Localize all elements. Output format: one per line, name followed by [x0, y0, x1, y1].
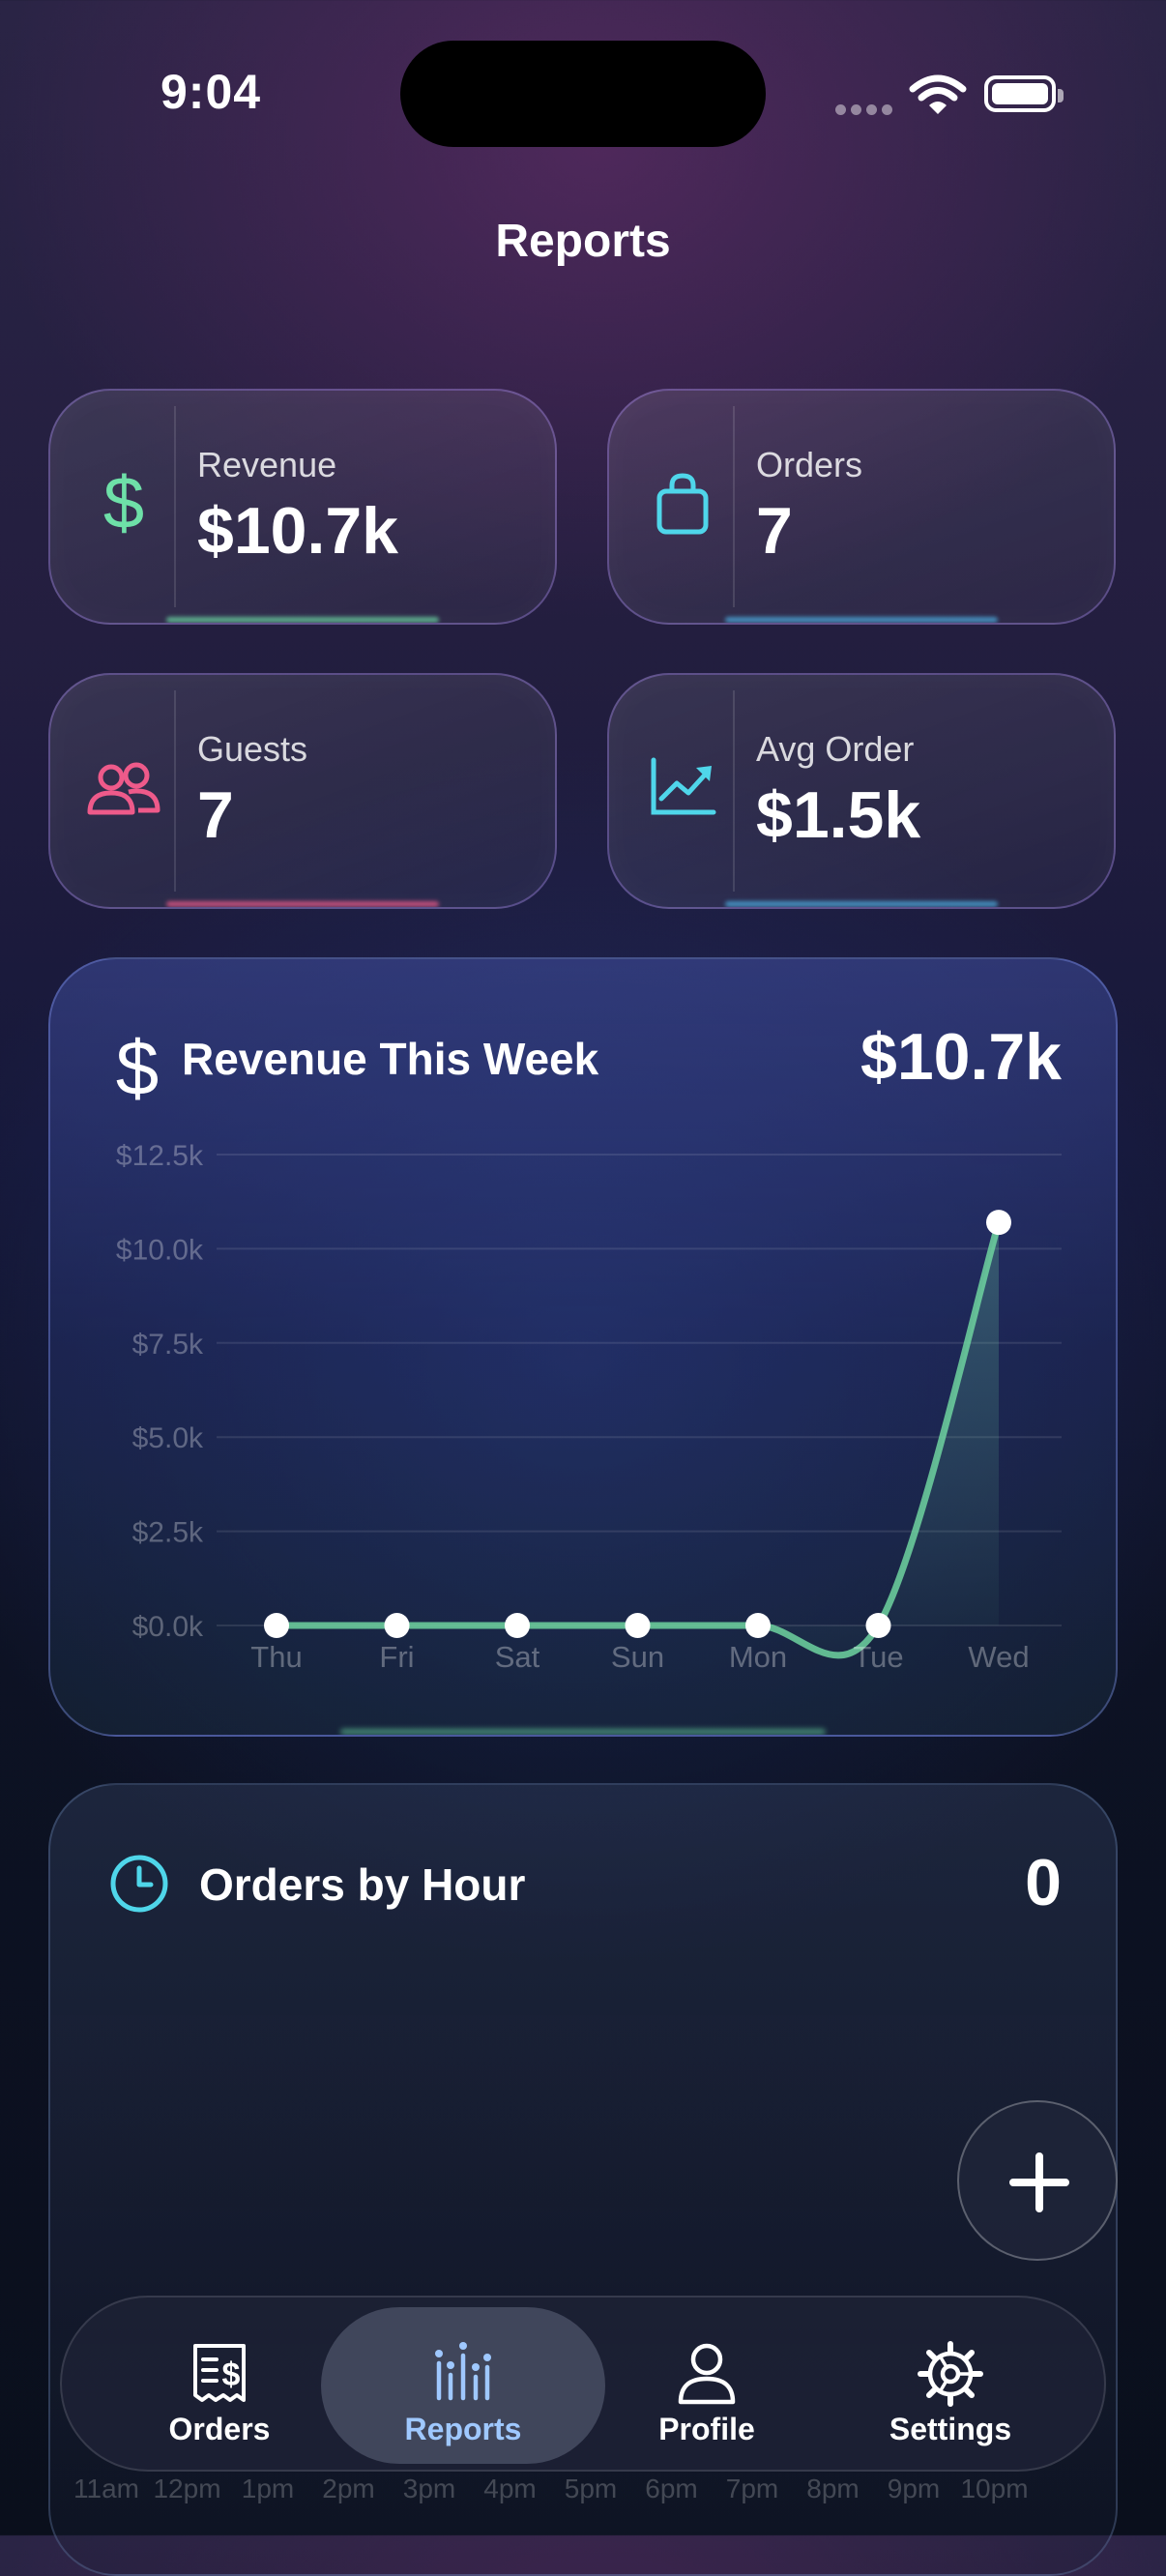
revenue-card-total: $10.7k: [860, 1020, 1062, 1094]
hour-tick-label: 7pm: [725, 2474, 779, 2503]
svg-text:$: $: [116, 1031, 160, 1104]
page-title: Reports: [495, 216, 671, 267]
orders-card-total: 0: [1025, 1846, 1062, 1919]
tab-reports[interactable]: Reports: [321, 2307, 605, 2464]
stat-label: Guests: [197, 729, 308, 769]
stat-value: 7: [756, 494, 793, 568]
hour-tick-label: 11am: [73, 2474, 139, 2503]
add-fab-button[interactable]: [957, 2100, 1118, 2261]
clock-icon: [110, 1855, 168, 1913]
chart-bars-icon: [435, 2342, 491, 2401]
gear-icon: [918, 2341, 983, 2407]
receipt-icon: $: [193, 2344, 246, 2402]
shopping-bag-icon: [656, 473, 709, 535]
tab-label: Orders: [168, 2412, 271, 2446]
stat-card-guests[interactable]: Guests 7: [48, 673, 557, 909]
hour-tick-label: 8pm: [806, 2474, 860, 2503]
hour-tick-label: 3pm: [402, 2474, 456, 2503]
revenue-card-title: Revenue This Week: [182, 1034, 599, 1084]
hour-tick-label: 9pm: [887, 2474, 941, 2503]
card-glow: [340, 1729, 826, 1735]
hour-tick-label: 6pm: [645, 2474, 698, 2503]
trend-up-icon: [651, 757, 716, 815]
hour-tick-label: 10pm: [960, 2474, 1029, 2503]
stat-label: Orders: [756, 445, 863, 484]
dynamic-island: [400, 41, 766, 147]
tab-orders[interactable]: $ Orders: [77, 2307, 362, 2464]
tab-bar: $ Orders Reports Profile: [60, 2296, 1106, 2472]
stat-card-revenue[interactable]: $ Revenue $10.7k: [48, 389, 557, 625]
hour-tick-label: 1pm: [241, 2474, 295, 2503]
stat-value: $10.7k: [197, 494, 398, 568]
tab-label: Reports: [404, 2412, 522, 2446]
hour-tick-label: 12pm: [153, 2474, 221, 2503]
cellular-signal-icon: [835, 102, 897, 120]
tab-settings[interactable]: Settings: [808, 2307, 1093, 2464]
stat-card-orders[interactable]: Orders 7: [607, 389, 1116, 625]
svg-text:$: $: [103, 464, 144, 542]
plus-icon: [1009, 2152, 1069, 2212]
stat-value: 7: [197, 778, 234, 852]
stat-value: $1.5k: [756, 778, 921, 852]
stat-label: Avg Order: [756, 729, 915, 769]
hour-tick-label: 2pm: [322, 2474, 375, 2503]
wifi-icon: [909, 74, 967, 114]
hour-tick-label: 4pm: [483, 2474, 537, 2503]
battery-icon: [984, 75, 1064, 112]
revenue-week-card[interactable]: $ Revenue This Week $10.7k: [48, 957, 1118, 1737]
dollar-icon: $: [116, 1031, 160, 1104]
dollar-icon: $: [103, 464, 144, 542]
tab-label: Settings: [889, 2412, 1012, 2446]
person-icon: [678, 2343, 736, 2405]
tab-profile[interactable]: Profile: [565, 2307, 849, 2464]
svg-text:$: $: [222, 2356, 241, 2393]
orders-card-title: Orders by Hour: [199, 1859, 526, 1910]
stat-card-avg-order[interactable]: Avg Order $1.5k: [607, 673, 1116, 909]
tab-label: Profile: [658, 2412, 755, 2446]
people-icon: [87, 762, 160, 815]
hour-tick-label: 5pm: [564, 2474, 618, 2503]
status-time: 9:04: [160, 65, 262, 119]
stat-label: Revenue: [197, 445, 337, 484]
